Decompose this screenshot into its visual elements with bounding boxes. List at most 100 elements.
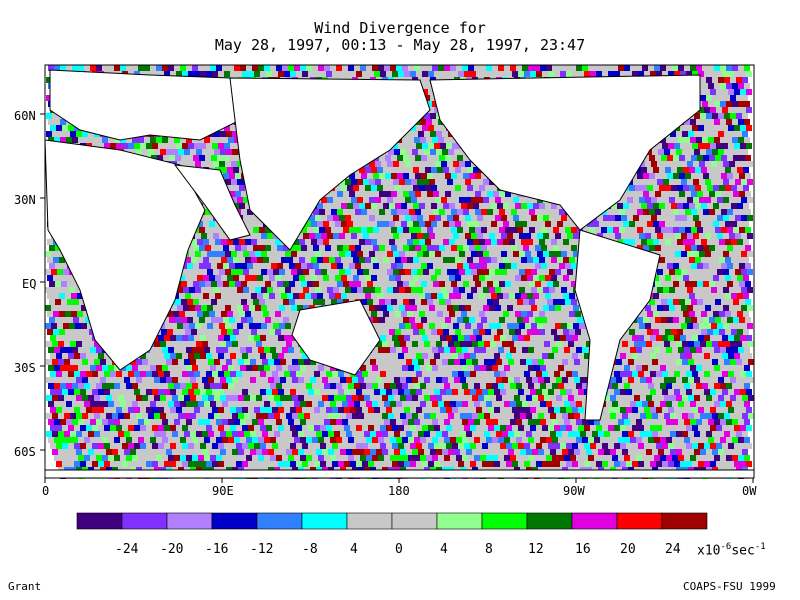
swath-cell: [434, 389, 440, 395]
swath-cell: [265, 227, 271, 233]
swath-cell: [252, 401, 258, 407]
swath-cell: [354, 383, 360, 389]
swath-cell: [94, 413, 100, 419]
swath-cell: [419, 203, 425, 209]
swath-cell: [242, 443, 248, 449]
swath-cell: [337, 299, 343, 305]
swath-cell: [453, 323, 459, 329]
swath-cell: [369, 251, 375, 257]
swath-cell: [300, 437, 306, 443]
swath-cell: [72, 137, 78, 143]
swath-cell: [283, 281, 289, 287]
swath-cell: [372, 365, 378, 371]
swath-cell: [89, 329, 95, 335]
swath-cell: [229, 299, 235, 305]
swath-cell: [324, 401, 330, 407]
swath-cell: [387, 305, 393, 311]
swath-cell: [365, 239, 371, 245]
swath-cell: [186, 419, 192, 425]
swath-cell: [363, 179, 369, 185]
swath-cell: [152, 407, 158, 413]
swath-cell: [294, 365, 300, 371]
swath-cell: [280, 449, 286, 455]
swath-cell: [354, 419, 360, 425]
swath-cell: [430, 449, 436, 455]
swath-cell: [303, 287, 309, 293]
swath-cell: [77, 329, 83, 335]
swath-cell: [375, 251, 381, 257]
swath-cell: [71, 329, 77, 335]
swath-cell: [112, 395, 118, 401]
swath-cell: [184, 413, 190, 419]
swath-cell: [446, 443, 452, 449]
swath-cell: [403, 317, 409, 323]
swath-cell: [302, 443, 308, 449]
swath-cell: [295, 281, 301, 287]
swath-cell: [507, 323, 513, 329]
swath-cell: [90, 65, 96, 71]
swath-cell: [251, 239, 257, 245]
swath-cell: [266, 389, 272, 395]
swath-cell: [426, 419, 432, 425]
swath-cell: [144, 137, 150, 143]
swath-cell: [377, 203, 383, 209]
swath-cell: [445, 173, 451, 179]
swath-cell: [460, 377, 466, 383]
swath-cell: [100, 359, 106, 365]
swath-cell: [279, 323, 285, 329]
swath-cell: [350, 443, 356, 449]
swath-cell: [313, 227, 319, 233]
swath-cell: [463, 317, 469, 323]
swath-cell: [457, 191, 463, 197]
swath-cell: [372, 65, 378, 71]
swath-cell: [473, 311, 479, 317]
swath-cell: [393, 305, 399, 311]
swath-cell: [397, 191, 403, 197]
swath-cell: [418, 77, 424, 83]
swath-cell: [213, 233, 219, 239]
swath-cell: [387, 323, 393, 329]
swath-cell: [237, 305, 243, 311]
swath-cell: [422, 389, 428, 395]
swath-cell: [188, 443, 194, 449]
swath-cell: [64, 413, 70, 419]
swath-cell: [202, 395, 208, 401]
swath-cell: [51, 251, 57, 257]
swath-cell: [418, 449, 424, 455]
swath-cell: [344, 425, 350, 431]
swath-cell: [446, 335, 452, 341]
swath-cell: [251, 221, 257, 227]
swath-cell: [416, 335, 422, 341]
swath-cell: [188, 335, 194, 341]
swath-cell: [96, 137, 102, 143]
swath-cell: [403, 227, 409, 233]
swath-cell: [260, 443, 266, 449]
swath-cell: [424, 113, 430, 119]
swath-cell: [164, 461, 170, 467]
swath-cell: [148, 395, 154, 401]
swath-cell: [243, 305, 249, 311]
swath-cell: [124, 377, 130, 383]
swath-cell: [400, 359, 406, 365]
swath-cell: [78, 365, 84, 371]
swath-cell: [462, 437, 468, 443]
swath-cell: [454, 395, 460, 401]
swath-cell: [224, 461, 230, 467]
swath-cell: [428, 125, 434, 131]
swath-cell: [289, 299, 295, 305]
swath-cell: [216, 455, 222, 461]
swath-cell: [332, 443, 338, 449]
swath-cell: [187, 317, 193, 323]
swath-cell: [399, 287, 405, 293]
swath-cell: [242, 389, 248, 395]
swath-cell: [166, 149, 172, 155]
swath-cell: [433, 281, 439, 287]
swath-cell: [363, 287, 369, 293]
swath-cell: [179, 311, 185, 317]
swath-cell: [288, 455, 294, 461]
swath-cell: [386, 371, 392, 377]
swath-cell: [180, 383, 186, 389]
swath-cell: [58, 377, 64, 383]
swath-cell: [353, 203, 359, 209]
swath-cell: [388, 395, 394, 401]
